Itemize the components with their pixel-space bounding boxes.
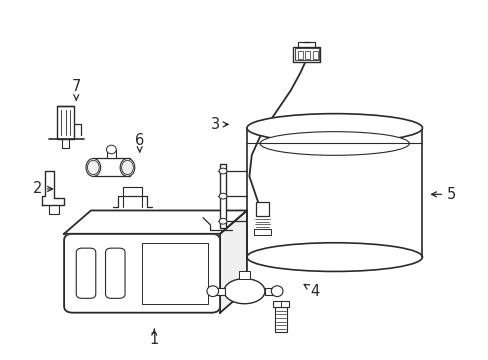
- Text: 7: 7: [71, 79, 81, 100]
- Bar: [253, 229, 271, 234]
- Bar: [305, 51, 310, 59]
- FancyBboxPatch shape: [105, 248, 125, 298]
- Bar: [312, 51, 317, 59]
- Ellipse shape: [219, 168, 226, 174]
- Bar: [294, 48, 318, 60]
- Ellipse shape: [219, 219, 226, 224]
- FancyBboxPatch shape: [64, 234, 220, 313]
- Bar: [275, 307, 286, 332]
- Ellipse shape: [106, 145, 116, 154]
- Ellipse shape: [224, 279, 264, 304]
- Bar: [246, 128, 422, 257]
- Ellipse shape: [246, 243, 422, 271]
- Bar: [57, 107, 74, 139]
- Text: 1: 1: [149, 329, 159, 347]
- Polygon shape: [220, 211, 246, 313]
- Bar: [220, 164, 225, 228]
- Text: 6: 6: [135, 133, 144, 152]
- Bar: [106, 149, 116, 158]
- Text: 3: 3: [210, 117, 228, 132]
- Bar: [142, 243, 207, 304]
- Ellipse shape: [246, 114, 422, 142]
- Bar: [238, 271, 250, 279]
- Ellipse shape: [87, 160, 99, 175]
- Bar: [255, 202, 269, 216]
- Bar: [93, 158, 130, 176]
- Bar: [264, 288, 277, 295]
- Ellipse shape: [122, 160, 133, 175]
- Bar: [273, 301, 288, 307]
- Bar: [293, 46, 320, 62]
- Ellipse shape: [219, 193, 226, 199]
- Ellipse shape: [120, 158, 135, 176]
- Text: 2: 2: [33, 181, 53, 197]
- Text: 5: 5: [430, 187, 455, 202]
- Ellipse shape: [206, 286, 218, 297]
- Bar: [298, 51, 303, 59]
- Ellipse shape: [271, 286, 283, 297]
- Ellipse shape: [86, 158, 101, 176]
- Polygon shape: [42, 171, 64, 205]
- Text: 4: 4: [304, 284, 319, 299]
- Ellipse shape: [260, 132, 408, 155]
- Bar: [212, 288, 224, 295]
- Polygon shape: [64, 211, 246, 234]
- FancyBboxPatch shape: [76, 248, 96, 298]
